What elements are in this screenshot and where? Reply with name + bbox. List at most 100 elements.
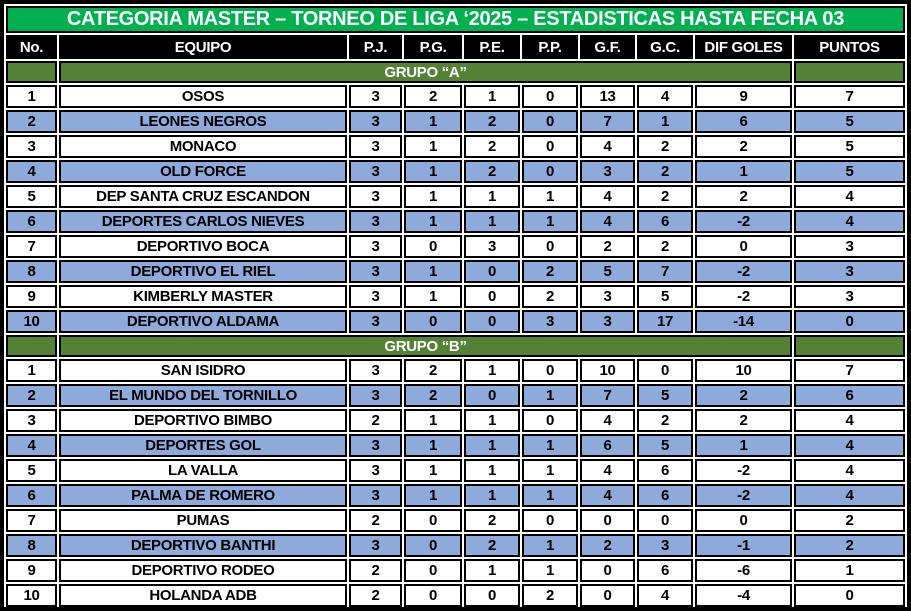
dif-goles-cell: 2 [695, 384, 792, 407]
column-header-p-g: P.G. [404, 35, 462, 59]
pp-cell: 3 [522, 310, 578, 333]
dif-goles-cell: 6 [695, 110, 792, 133]
pg-cell: 2 [404, 359, 462, 382]
standings-table: CATEGORIA MASTER – TORNEO DE LIGA ‘2025 … [4, 4, 907, 609]
group-header-row: GRUPO “B” [6, 335, 905, 357]
team-row: 8 DEPORTIVO BANTHI 3 0 2 1 2 3 -1 2 [6, 534, 905, 557]
pg-cell: 1 [404, 135, 462, 158]
rank-cell: 10 [6, 584, 57, 607]
pg-cell: 1 [404, 484, 462, 507]
gc-cell: 2 [637, 135, 693, 158]
pe-cell: 1 [464, 359, 520, 382]
group-label: GRUPO “B” [59, 335, 792, 357]
dif-goles-cell: 0 [695, 235, 792, 258]
pj-cell: 3 [349, 484, 402, 507]
pe-cell: 2 [464, 160, 520, 183]
pe-cell: 2 [464, 135, 520, 158]
puntos-cell: 2 [794, 534, 905, 557]
puntos-cell: 4 [794, 409, 905, 432]
pp-cell: 0 [522, 110, 578, 133]
gf-cell: 5 [580, 260, 635, 283]
pp-cell: 1 [522, 210, 578, 233]
rank-cell: 9 [6, 559, 57, 582]
pe-cell: 2 [464, 509, 520, 532]
gc-cell: 5 [637, 434, 693, 457]
team-row: 6 DEPORTES CARLOS NIEVES 3 1 1 1 4 6 -2 4 [6, 210, 905, 233]
dif-goles-cell: 10 [695, 359, 792, 382]
team-row: 10 DEPORTIVO ALDAMA 3 0 0 3 3 17 -14 0 [6, 310, 905, 333]
puntos-cell: 0 [794, 584, 905, 607]
team-name-cell: LA VALLA [59, 459, 347, 482]
puntos-cell: 1 [794, 559, 905, 582]
team-row: 1 OSOS 3 2 1 0 13 4 9 7 [6, 85, 905, 108]
gc-cell: 0 [637, 509, 693, 532]
gf-cell: 0 [580, 509, 635, 532]
team-row: 9 DEPORTIVO RODEO 2 0 1 1 0 6 -6 1 [6, 559, 905, 582]
gc-cell: 6 [637, 559, 693, 582]
team-name-cell: PUMAS [59, 509, 347, 532]
pj-cell: 3 [349, 285, 402, 308]
gc-cell: 2 [637, 235, 693, 258]
dif-goles-cell: -2 [695, 459, 792, 482]
pj-cell: 2 [349, 509, 402, 532]
puntos-cell: 3 [794, 285, 905, 308]
dif-goles-cell: -6 [695, 559, 792, 582]
pg-cell: 1 [404, 210, 462, 233]
gc-cell: 6 [637, 459, 693, 482]
team-row: 7 PUMAS 2 0 2 0 0 0 0 2 [6, 509, 905, 532]
gf-cell: 4 [580, 210, 635, 233]
pe-cell: 1 [464, 459, 520, 482]
pj-cell: 3 [349, 384, 402, 407]
rank-cell: 4 [6, 434, 57, 457]
title-row: CATEGORIA MASTER – TORNEO DE LIGA ‘2025 … [6, 6, 905, 33]
team-row: 6 PALMA DE ROMERO 3 1 1 1 4 6 -2 4 [6, 484, 905, 507]
team-name-cell: DEPORTIVO EL RIEL [59, 260, 347, 283]
team-name-cell: DEPORTIVO BOCA [59, 235, 347, 258]
dif-goles-cell: -2 [695, 210, 792, 233]
team-row: 1 SAN ISIDRO 3 2 1 0 10 0 10 7 [6, 359, 905, 382]
gf-cell: 0 [580, 584, 635, 607]
pe-cell: 2 [464, 110, 520, 133]
dif-goles-cell: 2 [695, 185, 792, 208]
gf-cell: 4 [580, 185, 635, 208]
team-row: 7 DEPORTIVO BOCA 3 0 3 0 2 2 0 3 [6, 235, 905, 258]
column-header-puntos: PUNTOS [794, 35, 905, 59]
pp-cell: 0 [522, 359, 578, 382]
pj-cell: 3 [349, 160, 402, 183]
puntos-cell: 7 [794, 85, 905, 108]
gf-cell: 4 [580, 459, 635, 482]
pe-cell: 0 [464, 584, 520, 607]
pp-cell: 0 [522, 160, 578, 183]
gf-cell: 13 [580, 85, 635, 108]
puntos-cell: 2 [794, 509, 905, 532]
puntos-cell: 4 [794, 185, 905, 208]
gc-cell: 0 [637, 359, 693, 382]
team-name-cell: SAN ISIDRO [59, 359, 347, 382]
team-row: 9 KIMBERLY MASTER 3 1 0 2 3 5 -2 3 [6, 285, 905, 308]
puntos-cell: 4 [794, 434, 905, 457]
puntos-cell: 5 [794, 135, 905, 158]
pp-cell: 1 [522, 534, 578, 557]
dif-goles-cell: 1 [695, 160, 792, 183]
pg-cell: 0 [404, 584, 462, 607]
pg-cell: 1 [404, 434, 462, 457]
rank-cell: 3 [6, 409, 57, 432]
pp-cell: 1 [522, 185, 578, 208]
pp-cell: 0 [522, 235, 578, 258]
team-row: 5 DEP SANTA CRUZ ESCANDON 3 1 1 1 4 2 2 4 [6, 185, 905, 208]
rank-cell: 7 [6, 235, 57, 258]
gf-cell: 3 [580, 160, 635, 183]
pp-cell: 1 [522, 459, 578, 482]
team-row: 10 HOLANDA ADB 2 0 0 2 0 4 -4 0 [6, 584, 905, 607]
group-spacer-cell [6, 61, 57, 83]
pp-cell: 1 [522, 384, 578, 407]
pg-cell: 2 [404, 384, 462, 407]
pg-cell: 1 [404, 285, 462, 308]
gc-cell: 2 [637, 185, 693, 208]
column-header-g-f: G.F. [580, 35, 635, 59]
column-header-no: No. [6, 35, 57, 59]
dif-goles-cell: -2 [695, 285, 792, 308]
puntos-cell: 5 [794, 160, 905, 183]
gc-cell: 7 [637, 260, 693, 283]
pj-cell: 2 [349, 409, 402, 432]
